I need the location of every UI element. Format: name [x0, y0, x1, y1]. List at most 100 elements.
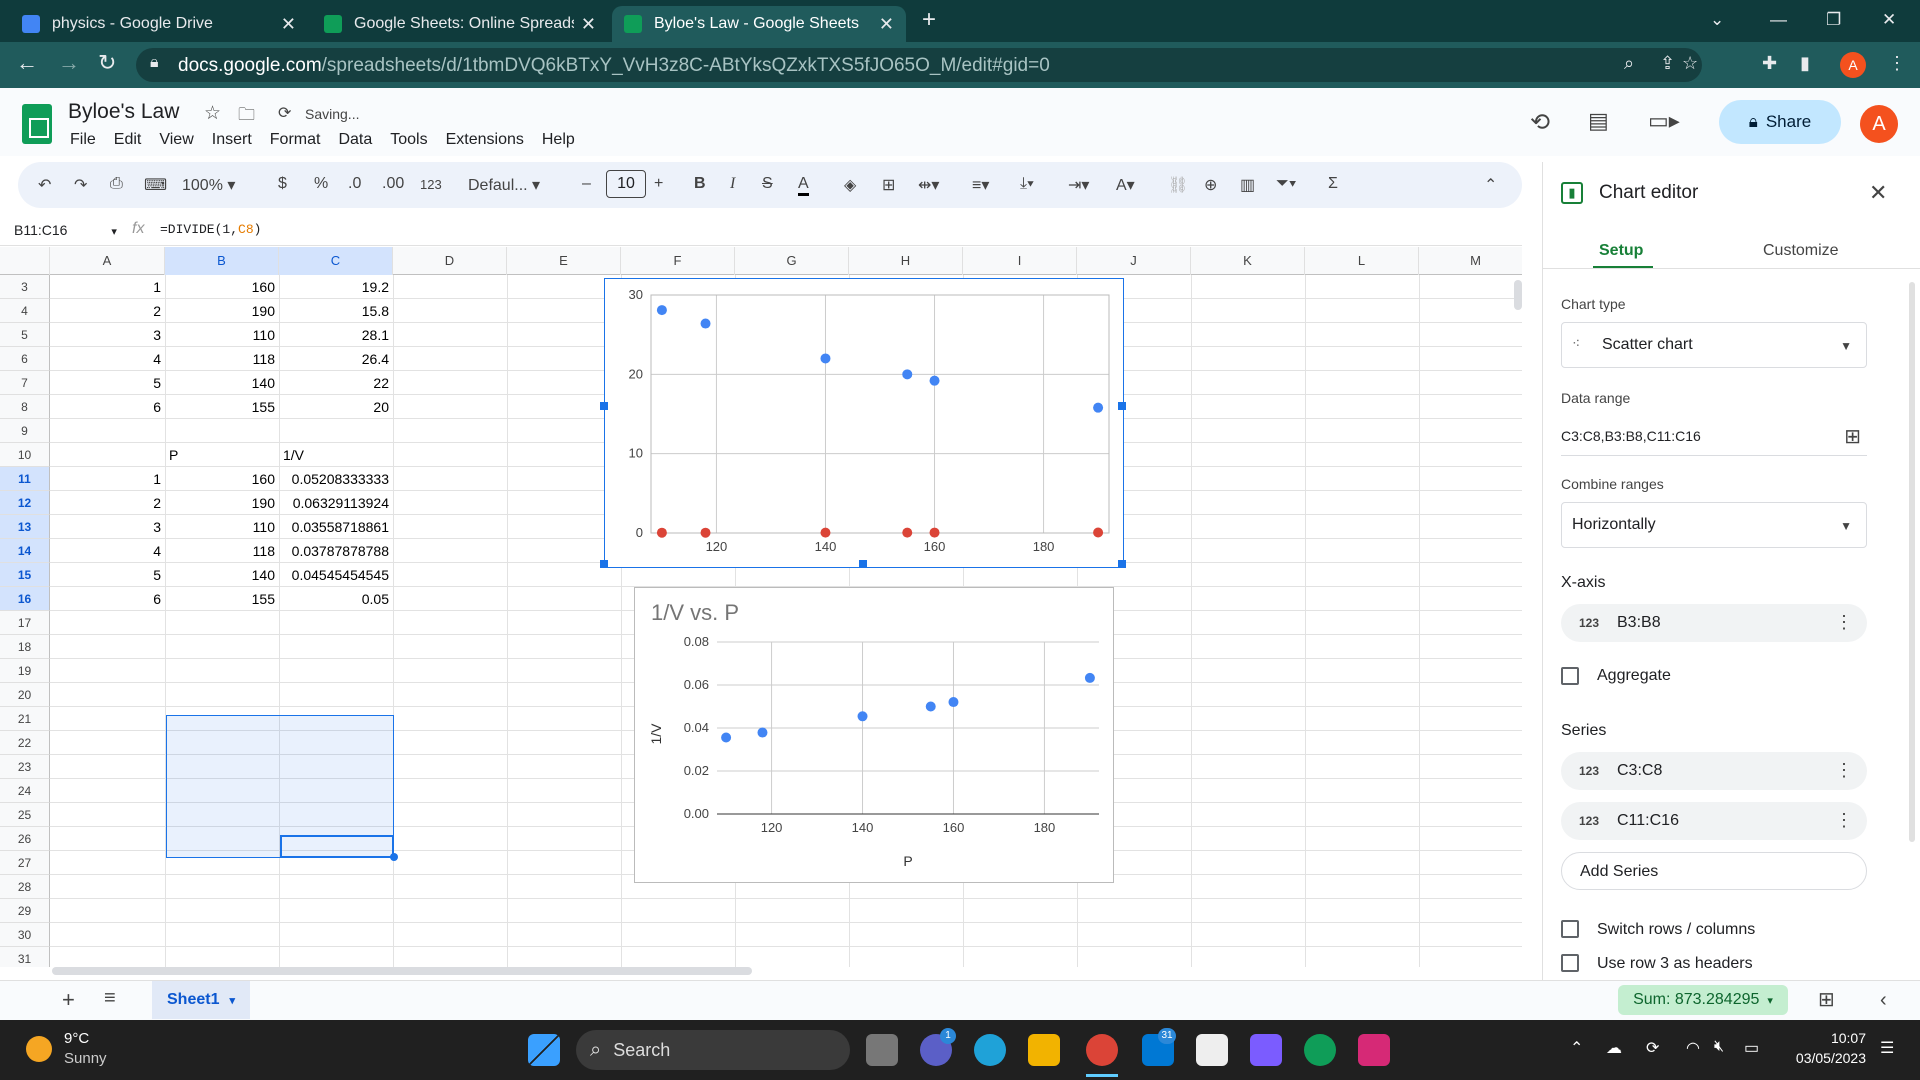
row-header-16[interactable]: 16 [0, 587, 50, 611]
menu-tools[interactable]: Tools [390, 131, 428, 148]
column-header-h[interactable]: H [849, 247, 963, 275]
resize-handle[interactable] [859, 560, 867, 568]
data-point[interactable] [857, 711, 868, 722]
cell[interactable]: 28.1 [361, 327, 389, 343]
cell[interactable]: 5 [153, 567, 161, 583]
battery-icon[interactable]: ▭ [1744, 1040, 1760, 1057]
all-sheets-icon[interactable]: ≡ [104, 987, 116, 1009]
data-point[interactable] [902, 527, 913, 538]
cell[interactable]: 3 [153, 327, 161, 343]
data-point[interactable] [820, 353, 831, 364]
chrome-alt-icon[interactable] [1304, 1034, 1336, 1066]
add-series-button[interactable]: Add Series [1561, 852, 1867, 890]
cell[interactable]: 2 [153, 303, 161, 319]
cell[interactable]: 0.06329113924 [292, 495, 389, 511]
resize-handle[interactable] [1118, 402, 1126, 410]
cell[interactable]: 110 [252, 519, 275, 535]
taskbar-search[interactable]: ⌕ Search [576, 1030, 850, 1070]
cell[interactable]: 20 [373, 399, 389, 415]
column-header-i[interactable]: I [963, 247, 1077, 275]
data-point[interactable] [902, 369, 913, 380]
row-header-6[interactable]: 6 [0, 347, 50, 371]
column-header-f[interactable]: F [621, 247, 735, 275]
document-title[interactable]: Byloe's Law [68, 100, 180, 123]
side-panel-icon[interactable]: ▮ [1800, 53, 1810, 73]
cell[interactable]: 110 [252, 327, 275, 343]
row-header-12[interactable]: 12 [0, 491, 50, 515]
scatter-chart-inverse-volume[interactable]: 120 140 160 180 0.00 0.02 0.04 0.06 0.08 1/V vs. … [634, 587, 1114, 883]
cell[interactable]: 6 [153, 591, 161, 607]
cell[interactable]: 160 [251, 471, 275, 487]
data-point[interactable] [700, 318, 711, 329]
cell[interactable]: 6 [153, 399, 161, 415]
cell[interactable]: 26.4 [361, 351, 389, 367]
new-tab-icon[interactable]: + [922, 6, 937, 33]
windows-start-icon[interactable] [528, 1034, 560, 1066]
row-header-24[interactable]: 24 [0, 779, 50, 803]
vertical-scrollbar[interactable] [1514, 280, 1522, 310]
zoom-icon[interactable]: ⌕ [1624, 53, 1635, 73]
clock-time[interactable]: 10:07 [1830, 1030, 1866, 1046]
print-icon[interactable]: ⎙ [110, 175, 123, 192]
minimize-icon[interactable]: — [1770, 10, 1787, 29]
panel-scrollbar[interactable] [1909, 282, 1915, 842]
cell[interactable]: 4 [153, 351, 161, 367]
close-icon[interactable]: ✕ [580, 14, 596, 34]
cell[interactable]: 1 [153, 471, 161, 487]
borders-icon[interactable]: ⊞ [882, 177, 896, 194]
font-select[interactable]: Defaul... ▾ [468, 177, 541, 194]
row-header-21[interactable]: 21 [0, 707, 50, 731]
horizontal-align-icon[interactable]: ≡▾ [972, 177, 990, 194]
close-icon[interactable]: ✕ [878, 14, 894, 34]
store-icon[interactable] [1196, 1034, 1228, 1066]
browser-tab-sheets-home[interactable]: Google Sheets: Online Spreadsheets ✕ [312, 6, 608, 42]
row-header-27[interactable]: 27 [0, 851, 50, 875]
star-icon[interactable]: ☆ [204, 103, 222, 124]
number-format-button[interactable]: 123 [420, 177, 442, 192]
chrome-icon[interactable] [1086, 1034, 1118, 1066]
italic-button[interactable]: I [730, 175, 736, 192]
percent-button[interactable]: % [314, 175, 329, 192]
series-item[interactable]: 123 C11:C16 ⋮ [1561, 802, 1867, 840]
weather-temp[interactable]: 9°C [64, 1030, 90, 1047]
resize-handle[interactable] [600, 560, 608, 568]
comments-icon[interactable]: ▤ [1588, 108, 1609, 133]
more-options-icon[interactable]: ⋮ [1835, 760, 1853, 780]
explore-icon[interactable]: ⊞ [1818, 989, 1835, 1011]
cell[interactable]: 190 [251, 303, 275, 319]
edge-browser-icon[interactable] [974, 1034, 1006, 1066]
increase-decimal-button[interactable]: .00 [382, 175, 405, 192]
weather-status[interactable]: Sunny [64, 1050, 107, 1067]
row-header-25[interactable]: 25 [0, 803, 50, 827]
menu-view[interactable]: View [159, 131, 194, 148]
x-axis-title[interactable]: P [903, 853, 912, 869]
cell[interactable]: 19.2 [361, 279, 389, 295]
cell[interactable]: 0.03558718861 [291, 519, 389, 535]
data-point[interactable] [925, 701, 936, 712]
notifications-icon[interactable]: ☰ [1880, 1040, 1895, 1057]
cell[interactable]: 22 [373, 375, 389, 391]
data-point[interactable] [700, 527, 711, 538]
formula-input[interactable]: =DIVIDE(1,C8) [160, 222, 262, 237]
more-options-icon[interactable]: ⋮ [1835, 612, 1853, 632]
merge-cells-icon[interactable]: ⇹▾ [918, 177, 940, 194]
instagram-icon[interactable] [1358, 1034, 1390, 1066]
move-folder-icon[interactable]: 🗀︎ [238, 105, 255, 124]
data-point[interactable] [656, 305, 667, 316]
menu-extensions[interactable]: Extensions [445, 131, 524, 148]
address-bar[interactable]: 🔒︎ docs.google.com/spreadsheets/d/1tbmDV… [136, 48, 1702, 82]
sheets-logo-icon[interactable] [22, 104, 52, 144]
row-header-23[interactable]: 23 [0, 755, 50, 779]
sum-indicator[interactable]: Sum: 873.284295 ▾ [1618, 985, 1788, 1015]
row-header-17[interactable]: 17 [0, 611, 50, 635]
column-header-m[interactable]: M [1419, 247, 1522, 275]
row-header-18[interactable]: 18 [0, 635, 50, 659]
cell[interactable]: 3 [153, 519, 161, 535]
data-point[interactable] [820, 527, 831, 538]
row-header-5[interactable]: 5 [0, 323, 50, 347]
header-cell-p[interactable]: P [169, 447, 179, 463]
cell[interactable]: 1 [153, 279, 161, 295]
meet-icon[interactable]: ▭▸ [1648, 108, 1680, 133]
row-header-10[interactable]: 10 [0, 443, 50, 467]
cell[interactable]: 0.03787878788 [291, 543, 389, 559]
